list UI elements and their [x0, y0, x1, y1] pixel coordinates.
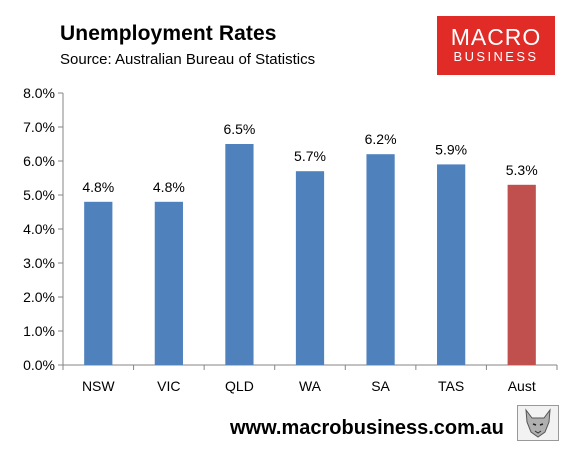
data-label-nsw: 4.8% [82, 179, 114, 195]
bar-aust [507, 184, 536, 365]
x-tick-label-sa: SA [371, 378, 390, 394]
x-tick-label-aust: Aust [508, 378, 536, 394]
wolf-head-icon [517, 405, 559, 441]
x-tick-label-tas: TAS [438, 378, 464, 394]
data-label-wa: 5.7% [294, 148, 326, 164]
data-label-tas: 5.9% [435, 141, 467, 157]
bar-vic [154, 201, 183, 365]
data-label-aust: 5.3% [506, 162, 538, 178]
x-tick-label-wa: WA [299, 378, 322, 394]
bar-wa [295, 171, 325, 365]
y-tick-label: 0.0% [23, 357, 55, 373]
y-tick-label: 6.0% [23, 153, 55, 169]
bar-nsw [84, 201, 113, 365]
x-tick-label-vic: VIC [157, 378, 180, 394]
chart-title: Unemployment Rates [60, 22, 277, 45]
x-tick-label-nsw: NSW [82, 378, 115, 394]
chart-subtitle: Source: Australian Bureau of Statistics [60, 51, 316, 68]
logo-text-business: BUSINESS [453, 49, 539, 64]
y-tick-label: 2.0% [23, 289, 55, 305]
y-tick-label: 5.0% [23, 187, 55, 203]
bar-qld [225, 144, 254, 365]
y-tick-label: 3.0% [23, 255, 55, 271]
y-tick-label: 8.0% [23, 85, 55, 101]
macrobusiness-logo: MACRO BUSINESS [437, 16, 555, 75]
x-tick-label-qld: QLD [225, 378, 254, 394]
bar-sa [366, 154, 395, 365]
footer-url: www.macrobusiness.com.au [230, 417, 504, 439]
logo-text-macro: MACRO [450, 24, 542, 50]
bar-tas [437, 164, 466, 365]
data-label-qld: 6.5% [223, 121, 255, 137]
data-label-vic: 4.8% [153, 179, 185, 195]
y-tick-label: 4.0% [23, 221, 55, 237]
data-label-sa: 6.2% [365, 131, 397, 147]
y-tick-label: 1.0% [23, 323, 55, 339]
y-tick-label: 7.0% [23, 119, 55, 135]
